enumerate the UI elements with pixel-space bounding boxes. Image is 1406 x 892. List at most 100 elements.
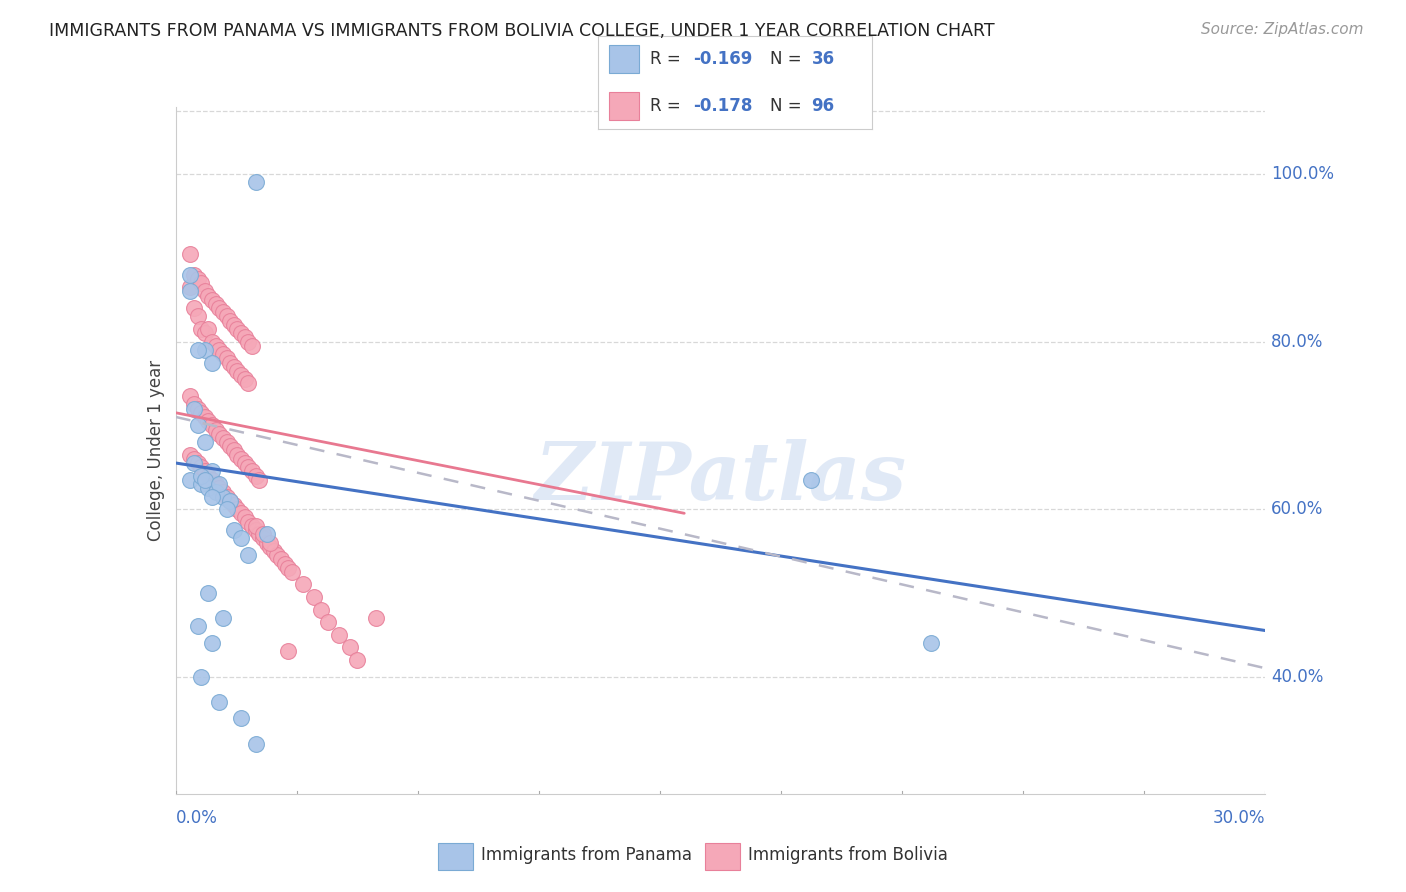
Point <box>190 322 212 336</box>
Point <box>204 423 226 437</box>
Point <box>186 619 209 633</box>
Text: 96: 96 <box>811 97 835 115</box>
Point <box>201 334 224 349</box>
Point <box>231 326 253 341</box>
Text: 100.0%: 100.0% <box>1271 165 1334 183</box>
Point <box>186 310 209 324</box>
Point <box>183 397 205 411</box>
Point <box>201 464 224 478</box>
Text: -0.169: -0.169 <box>693 50 752 68</box>
Point <box>238 515 260 529</box>
Text: Immigrants from Bolivia: Immigrants from Bolivia <box>748 847 948 864</box>
Point <box>245 468 267 483</box>
FancyBboxPatch shape <box>437 843 472 870</box>
Point <box>186 343 209 357</box>
Point <box>208 426 231 441</box>
Point <box>231 532 253 546</box>
Point <box>197 468 219 483</box>
Text: 0.0%: 0.0% <box>176 809 218 827</box>
Point <box>291 577 314 591</box>
Point <box>277 644 299 658</box>
Point <box>346 653 368 667</box>
Point <box>259 540 281 554</box>
Point <box>212 347 235 361</box>
Point <box>208 481 231 495</box>
Point <box>240 339 263 353</box>
FancyBboxPatch shape <box>609 92 638 120</box>
Point <box>219 355 242 369</box>
Point <box>245 523 267 537</box>
Point <box>212 305 235 319</box>
Point <box>208 301 231 315</box>
Text: Immigrants from Panama: Immigrants from Panama <box>481 847 692 864</box>
Point <box>233 456 256 470</box>
Point <box>186 271 209 285</box>
Point <box>183 268 205 282</box>
Point <box>179 268 201 282</box>
Point <box>194 343 217 357</box>
Text: IMMIGRANTS FROM PANAMA VS IMMIGRANTS FROM BOLIVIA COLLEGE, UNDER 1 YEAR CORRELAT: IMMIGRANTS FROM PANAMA VS IMMIGRANTS FRO… <box>49 22 995 40</box>
Point <box>222 359 245 374</box>
Point <box>204 339 226 353</box>
Point <box>226 502 249 516</box>
Point <box>302 590 325 604</box>
Point <box>219 493 242 508</box>
Point <box>190 670 212 684</box>
Point <box>256 527 278 541</box>
Point <box>219 313 242 327</box>
Point <box>179 448 201 462</box>
Point <box>197 288 219 302</box>
Point <box>183 401 205 416</box>
Point <box>208 343 231 357</box>
Point <box>222 523 245 537</box>
Text: R =: R = <box>650 50 681 68</box>
Point <box>194 435 217 450</box>
Point <box>212 611 235 625</box>
Point <box>215 490 238 504</box>
FancyBboxPatch shape <box>704 843 740 870</box>
Point <box>197 481 219 495</box>
Point <box>259 535 281 549</box>
Point <box>240 519 263 533</box>
Point <box>222 498 245 512</box>
Text: -0.178: -0.178 <box>693 97 752 115</box>
Point <box>215 310 238 324</box>
Point <box>194 473 217 487</box>
Point <box>186 456 209 470</box>
Text: N =: N = <box>770 97 801 115</box>
Point <box>226 322 249 336</box>
Point <box>231 711 253 725</box>
Point <box>190 460 212 475</box>
Point <box>238 460 260 475</box>
Text: 36: 36 <box>811 50 835 68</box>
Point <box>245 176 267 190</box>
Point <box>231 451 253 466</box>
Point <box>274 557 297 571</box>
Text: R =: R = <box>650 97 681 115</box>
Point <box>339 640 361 655</box>
Point <box>247 527 270 541</box>
Point <box>197 322 219 336</box>
Point <box>190 468 212 483</box>
Point <box>233 372 256 386</box>
Text: 80.0%: 80.0% <box>1271 333 1323 351</box>
Point <box>201 355 224 369</box>
Point <box>252 532 274 546</box>
Point <box>179 285 201 299</box>
Point <box>183 301 205 315</box>
Point <box>179 246 201 260</box>
Text: 60.0%: 60.0% <box>1271 500 1323 518</box>
Point <box>222 318 245 332</box>
Point <box>328 628 350 642</box>
Point <box>212 485 235 500</box>
Point <box>208 695 231 709</box>
Y-axis label: College, Under 1 year: College, Under 1 year <box>146 359 165 541</box>
Text: 40.0%: 40.0% <box>1271 667 1323 686</box>
Point <box>238 548 260 562</box>
Point <box>281 565 304 579</box>
Point <box>215 502 238 516</box>
Point <box>245 519 267 533</box>
Point <box>201 490 224 504</box>
Point <box>194 326 217 341</box>
Point <box>204 297 226 311</box>
